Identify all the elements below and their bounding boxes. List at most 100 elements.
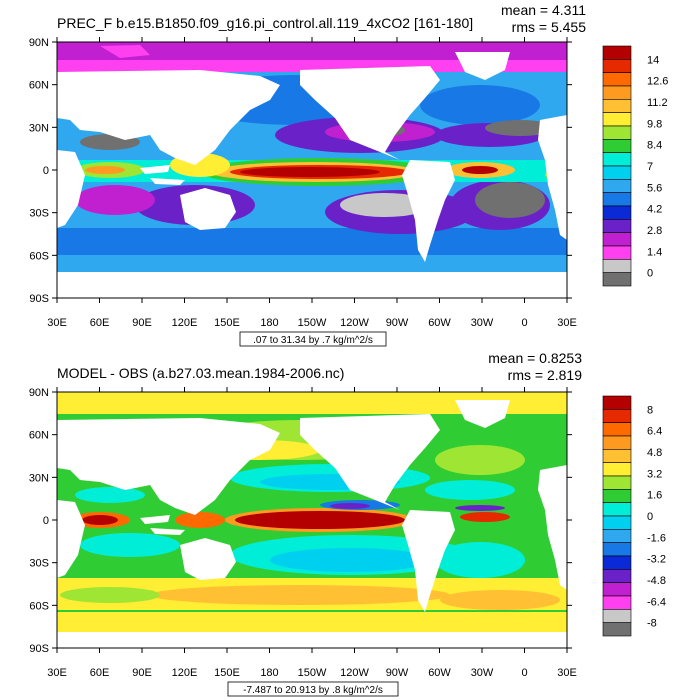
colorbar-swatch xyxy=(602,139,632,153)
panel-top: PREC_F b.e15.B1850.f09_g16.pi_control.al… xyxy=(29,2,668,347)
colorbar-label: 9.8 xyxy=(647,118,662,130)
colorbar-swatch xyxy=(602,622,632,637)
colorbar-label: 3.2 xyxy=(647,468,662,480)
lat-label: 90N xyxy=(29,37,49,49)
colorbar-swatch xyxy=(602,192,632,207)
colorbar-label: 4.8 xyxy=(647,447,662,459)
landmass-group xyxy=(57,52,567,298)
colorbar-swatch xyxy=(602,165,632,180)
colorbar-label: 11.2 xyxy=(647,97,668,109)
lon-label: 150W xyxy=(298,667,327,679)
colorbar-swatch xyxy=(602,529,632,543)
colorbar-swatch xyxy=(602,489,632,503)
colorbar-label: -1.6 xyxy=(647,532,666,544)
colorbar-label: -4.8 xyxy=(647,575,666,587)
colorbar-swatch xyxy=(602,152,632,167)
colorbar-swatch xyxy=(602,72,632,87)
panel-top-range-box xyxy=(239,331,387,347)
colorbar-swatch xyxy=(602,205,632,220)
panel-top-title: PREC_F b.e15.B1850.f09_g16.pi_control.al… xyxy=(57,15,473,31)
colorbar-swatch xyxy=(602,515,632,530)
precip-map xyxy=(57,42,567,298)
lon-label: 30W xyxy=(471,667,494,679)
colorbar-swatch xyxy=(602,125,632,140)
colorbar-swatch xyxy=(602,45,632,60)
lat-label: 0 xyxy=(43,165,49,177)
colorbar-swatch xyxy=(602,569,632,583)
colorbar-swatch xyxy=(602,219,632,233)
colorbar-label: 14 xyxy=(647,54,659,66)
lat-label: 30S xyxy=(29,208,49,220)
colorbar-swatch xyxy=(602,85,632,100)
panel-top-rms: rms = 5.455 xyxy=(512,19,587,35)
panel-bottom-rms: rms = 2.819 xyxy=(508,367,583,383)
lat-label: 60N xyxy=(29,80,49,92)
lon-label: 90E xyxy=(132,317,152,329)
colorbar-swatch xyxy=(602,449,632,463)
colorbar-swatch xyxy=(602,59,632,73)
colorbar-label: 7 xyxy=(647,161,653,173)
colorbar-swatch xyxy=(602,245,632,260)
colorbar-label: 4.2 xyxy=(647,204,662,216)
colorbar-swatch xyxy=(602,475,632,490)
colorbar-label: 8.4 xyxy=(647,140,662,152)
colorbar-label: -6.4 xyxy=(647,596,666,608)
lon-label: 90W xyxy=(386,667,409,679)
lat-label: 60S xyxy=(29,250,49,262)
lon-label: 150E xyxy=(214,667,240,679)
lat-label: 30N xyxy=(29,472,49,484)
colorbar-swatch xyxy=(602,395,632,410)
colorbar-swatch xyxy=(602,502,632,517)
colorbar-swatch xyxy=(602,542,632,557)
lon-label: 60W xyxy=(428,667,451,679)
panel-bottom-colorbar: 8 6.4 4.8 3.2 1.6 0 -1.6 -3.2 -4.8 -6.4 -8 xyxy=(602,395,666,637)
lon-label: 120E xyxy=(172,667,198,679)
lon-label: 90W xyxy=(386,317,409,329)
lon-label: 0 xyxy=(521,667,527,679)
lon-label: 60E xyxy=(90,667,110,679)
panel-bottom-mean: mean = 0.8253 xyxy=(488,350,582,366)
lon-label: 30E xyxy=(47,317,67,329)
panel-top-axes: 90N 60N 30N 0 30S 60S 90S 30E 60E 90E 120E 150E 180 1… xyxy=(29,37,577,329)
lon-label: 150E xyxy=(214,317,240,329)
lon-label: 120W xyxy=(340,317,369,329)
colorbar-swatch xyxy=(602,595,632,610)
panel-bottom-range-box xyxy=(227,681,399,697)
lon-label: 180 xyxy=(260,317,278,329)
panel-bottom-axes: 90N 60N 30N 0 30S 60S 90S 30E 60E 90E 120E 150E 180 1… xyxy=(29,387,577,679)
lat-label: 90S xyxy=(29,293,49,305)
lon-label: 150W xyxy=(298,317,327,329)
colorbar-label: 12.6 xyxy=(647,76,668,88)
colorbar-label: 0 xyxy=(647,268,653,280)
colorbar-swatch xyxy=(602,555,632,570)
colorbar-swatch xyxy=(602,112,632,127)
lat-label: 60S xyxy=(29,600,49,612)
panel-top-range-label: .07 to 31.34 by .7 kg/m^2/s xyxy=(253,335,373,346)
panel-bottom: MODEL - OBS (a.b27.03.mean.1984-2006.nc)… xyxy=(29,350,666,697)
colorbar-label: 1.4 xyxy=(647,246,662,258)
lat-label: 90N xyxy=(29,387,49,399)
lon-label: 30E xyxy=(47,667,67,679)
colorbar-swatch xyxy=(602,179,632,193)
lon-label: 30W xyxy=(471,317,494,329)
lat-label: 30N xyxy=(29,122,49,134)
colorbar-swatch xyxy=(602,435,632,450)
colorbar-swatch xyxy=(602,462,632,477)
lon-label: 30E xyxy=(557,667,577,679)
lon-label: 60W xyxy=(428,317,451,329)
colorbar-label: 5.6 xyxy=(647,182,662,194)
lat-label: 90S xyxy=(29,643,49,655)
colorbar-label: 0 xyxy=(647,511,653,523)
panel-bottom-range-label: -7.487 to 20.913 by .8 kg/m^2/s xyxy=(243,685,383,696)
panel-top-mean: mean = 4.311 xyxy=(501,2,586,18)
panel-bottom-title: MODEL - OBS (a.b27.03.mean.1984-2006.nc) xyxy=(57,365,344,381)
lat-label: 30S xyxy=(29,558,49,570)
colorbar-label: -8 xyxy=(647,618,657,630)
lat-label: 60N xyxy=(29,430,49,442)
colorbar-swatch xyxy=(602,99,632,113)
panel-top-colorbar: 14 12.6 11.2 9.8 8.4 7 5.6 4.2 2.8 1.4 0 xyxy=(602,45,668,287)
lon-label: 120E xyxy=(172,317,198,329)
landmass-group-2 xyxy=(57,400,567,648)
difference-map xyxy=(57,392,567,648)
